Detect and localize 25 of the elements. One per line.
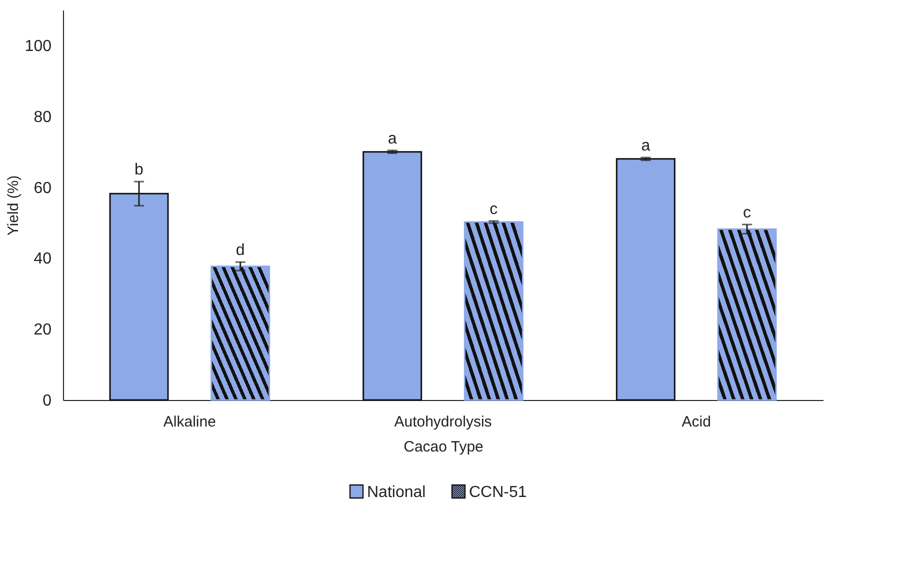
x-axis-title: Cacao Type bbox=[404, 438, 484, 456]
y-tick-label: 60 bbox=[34, 180, 52, 197]
y-tick-label: 100 bbox=[24, 38, 52, 55]
data-label: d bbox=[236, 242, 245, 260]
data-label: c bbox=[743, 204, 751, 222]
data-label: c bbox=[490, 200, 498, 218]
legend-label: CCN-51 bbox=[469, 484, 527, 501]
data-label: b bbox=[134, 162, 144, 179]
y-tick-label: 0 bbox=[42, 392, 52, 410]
y-tick-label: 80 bbox=[34, 108, 52, 126]
data-label: a bbox=[388, 130, 397, 148]
x-tick-label: Autohydrolysis bbox=[394, 414, 492, 430]
bar bbox=[362, 151, 422, 401]
bar bbox=[109, 192, 169, 401]
data-label: a bbox=[641, 137, 650, 154]
bar bbox=[616, 158, 676, 401]
x-tick-label: Alkaline bbox=[163, 414, 216, 430]
x-tick-label: Acid bbox=[682, 414, 711, 430]
y-tick-label: 40 bbox=[34, 250, 52, 268]
y-tick-label: 20 bbox=[34, 322, 52, 339]
legend-label: National bbox=[367, 484, 426, 501]
y-axis-title: Yield (%) bbox=[4, 175, 22, 236]
bar bbox=[210, 266, 270, 401]
bar bbox=[717, 228, 777, 401]
bar bbox=[464, 221, 524, 401]
